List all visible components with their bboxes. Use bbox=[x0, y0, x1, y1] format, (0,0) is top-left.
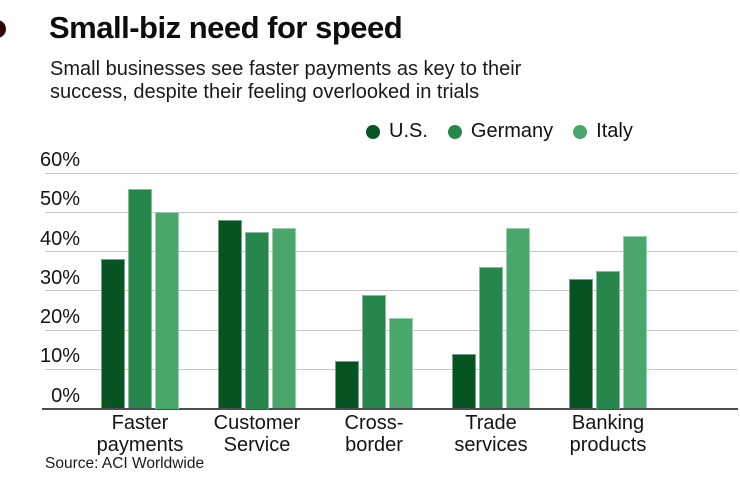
y-tick-50: 50% bbox=[39, 188, 80, 211]
chart-title: Small-biz need for speed bbox=[49, 10, 403, 45]
y-tick-30: 30% bbox=[39, 266, 80, 289]
gridline-30 bbox=[45, 290, 737, 292]
y-tick-0: 0% bbox=[51, 384, 80, 407]
legend-dot-germany-icon bbox=[447, 124, 462, 139]
legend-dot-italy-icon bbox=[573, 124, 588, 139]
bar-germany-banking-products bbox=[596, 271, 620, 409]
category-label-banking-products: Banking products bbox=[569, 412, 647, 456]
legend-item-italy: Italy bbox=[573, 120, 633, 143]
gridline-60 bbox=[45, 172, 737, 174]
category-label-cross-border: Cross-border bbox=[344, 412, 404, 456]
x-axis-line bbox=[42, 407, 738, 410]
bar-germany-faster-payments bbox=[128, 188, 152, 409]
bar-italy-faster-payments bbox=[155, 212, 179, 409]
corner-logo-mark bbox=[0, 20, 6, 38]
legend-item-us: U.S. bbox=[366, 120, 428, 143]
bar-u-s-faster-payments bbox=[101, 259, 125, 409]
bar-u-s-banking-products bbox=[569, 278, 593, 409]
chart-legend: U.S. Germany Italy bbox=[366, 120, 633, 143]
bar-italy-customer-service bbox=[272, 227, 296, 409]
chart-subtitle: Small businesses see faster payments as … bbox=[50, 58, 521, 104]
bar-italy-trade-services bbox=[506, 227, 530, 409]
y-tick-10: 10% bbox=[39, 345, 80, 368]
bar-u-s-trade-services bbox=[452, 353, 476, 409]
y-tick-40: 40% bbox=[39, 227, 80, 250]
bar-germany-customer-service bbox=[245, 231, 269, 409]
bar-u-s-customer-service bbox=[218, 220, 242, 409]
bar-italy-cross-border bbox=[389, 318, 413, 409]
legend-dot-us-icon bbox=[366, 124, 380, 139]
chart-subtitle-line1: Small businesses see faster payments as … bbox=[50, 58, 522, 80]
chart-subtitle-line2: success, despite their feeling overlooke… bbox=[50, 81, 480, 103]
bar-germany-cross-border bbox=[362, 294, 386, 409]
legend-label-germany: Germany bbox=[470, 120, 554, 142]
category-label-faster-payments: Faster payments bbox=[96, 412, 184, 456]
source-note: Source: ACI Worldwide bbox=[45, 455, 205, 472]
bar-u-s-cross-border bbox=[335, 361, 359, 409]
category-label-trade-services: Trade services bbox=[454, 412, 528, 456]
bar-germany-trade-services bbox=[479, 267, 503, 409]
y-tick-20: 20% bbox=[39, 306, 80, 328]
legend-label-italy: Italy bbox=[596, 120, 633, 142]
bar-italy-banking-products bbox=[623, 235, 647, 409]
gridline-40 bbox=[45, 251, 737, 252]
legend-label-us: U.S. bbox=[389, 120, 428, 142]
legend-item-germany: Germany bbox=[447, 120, 554, 143]
category-label-customer-service: Customer Service bbox=[213, 412, 301, 456]
gridline-50 bbox=[45, 211, 737, 213]
y-tick-60: 60% bbox=[39, 149, 80, 171]
